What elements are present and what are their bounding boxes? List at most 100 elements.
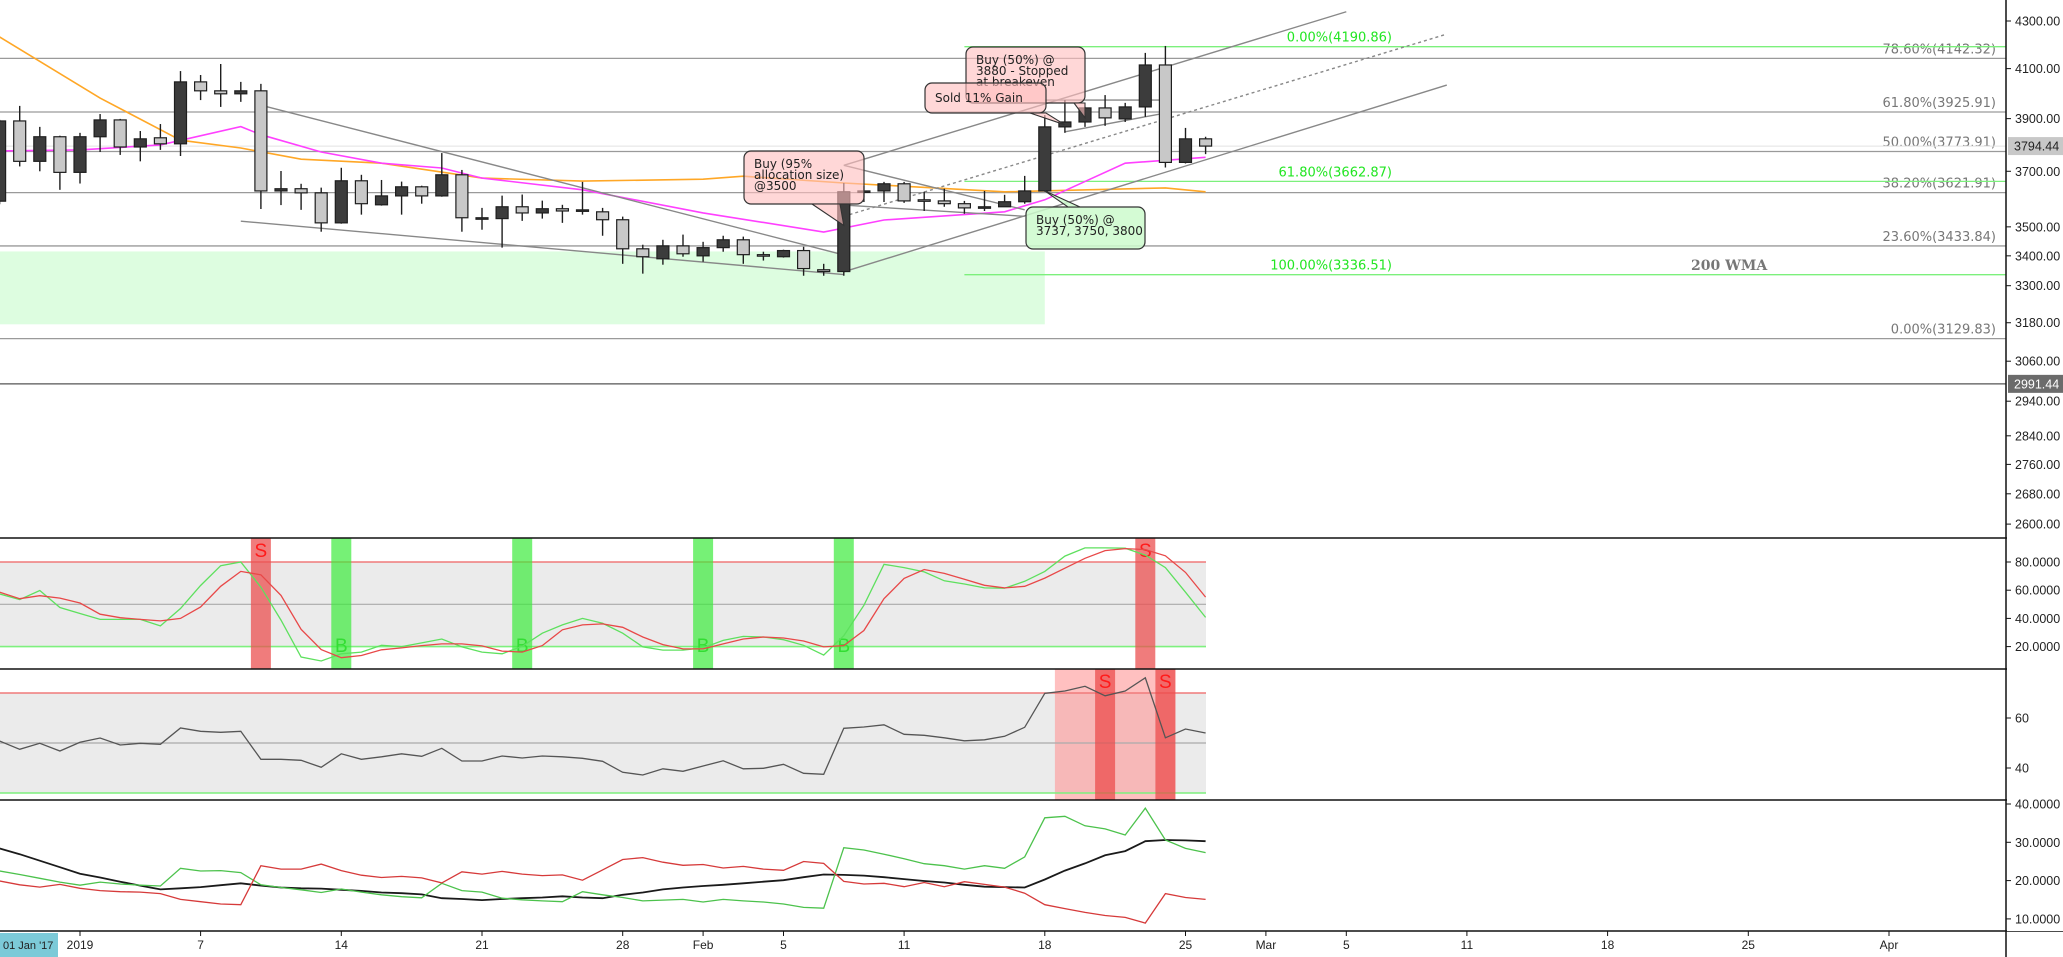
candle[interactable] [53, 135, 67, 190]
candle[interactable] [796, 246, 811, 276]
support-zone [0, 251, 1045, 325]
candle[interactable] [294, 183, 308, 210]
candle[interactable] [13, 105, 27, 167]
time-tick-label: 21 [475, 938, 489, 952]
trendline[interactable] [843, 84, 1448, 273]
candle[interactable] [415, 185, 429, 204]
candle[interactable] [395, 181, 409, 215]
candle[interactable] [1138, 52, 1152, 117]
candle[interactable] [1178, 127, 1193, 164]
candle[interactable] [455, 169, 469, 232]
trendline[interactable] [843, 164, 1025, 211]
candle[interactable] [173, 71, 188, 156]
candle-body [495, 206, 509, 220]
callout-buy-green[interactable]: Buy (50%) @3737, 3750, 3800 [1025, 190, 1146, 250]
candle[interactable] [374, 179, 389, 206]
candle[interactable] [515, 194, 529, 221]
candle[interactable] [33, 126, 47, 172]
candle[interactable] [575, 181, 590, 215]
candle[interactable] [354, 174, 368, 215]
candle[interactable] [897, 181, 911, 203]
axis-tick-label: 3300.00 [2015, 279, 2060, 293]
candle[interactable] [656, 239, 670, 265]
candle[interactable] [535, 200, 549, 219]
candle[interactable] [877, 181, 891, 203]
time-axis[interactable]: 2019 7 14 21 28 Feb 5 11 18 25 Mar 5 11 18 25 Apr 01 Jan… [0, 931, 1898, 957]
candle[interactable] [616, 216, 630, 264]
trendline[interactable] [843, 33, 1448, 218]
candle[interactable] [696, 241, 710, 262]
candle[interactable] [1198, 136, 1213, 155]
candle[interactable] [254, 83, 268, 210]
callout-text: Buy (50%) @ [1036, 213, 1115, 227]
candle[interactable] [997, 194, 1012, 208]
candle[interactable] [977, 190, 992, 211]
candle[interactable] [756, 251, 771, 261]
candle[interactable] [133, 131, 147, 162]
candle[interactable] [957, 200, 972, 214]
candle[interactable] [1098, 95, 1112, 126]
candle[interactable] [817, 263, 831, 276]
time-tick-label: 28 [616, 938, 630, 952]
candle[interactable] [736, 236, 750, 264]
candle[interactable] [1038, 115, 1052, 192]
price-pane[interactable]: 78.60%(4142.32) 61.80%(3925.91) 50.00%(377… [0, 11, 2006, 385]
candle[interactable] [716, 235, 730, 252]
callout-sell[interactable]: Sold 11% Gain [924, 82, 1066, 126]
candle[interactable] [194, 74, 208, 101]
candle[interactable] [555, 204, 570, 223]
candle[interactable] [636, 244, 650, 274]
axis-tick-label: 3400.00 [2015, 249, 2060, 263]
trendline[interactable] [1064, 112, 1166, 133]
candle[interactable] [234, 81, 248, 102]
time-tick-label: 18 [1601, 938, 1615, 952]
callout-pointer [810, 203, 845, 227]
candle[interactable] [937, 188, 951, 207]
candle[interactable] [435, 153, 449, 197]
candle[interactable] [93, 114, 107, 153]
candle-body [917, 199, 931, 202]
trendline[interactable] [843, 11, 1347, 167]
fib-green-level-label: 61.80%(3662.87) [1279, 165, 1392, 180]
candle[interactable] [274, 171, 288, 206]
candle[interactable] [73, 132, 87, 184]
candle[interactable] [1018, 175, 1032, 204]
candle[interactable] [0, 119, 7, 205]
candle[interactable] [495, 195, 509, 248]
sell-signal-bar [1155, 669, 1176, 800]
candle[interactable] [1118, 102, 1132, 122]
candle[interactable] [153, 124, 167, 150]
stochastic-pane[interactable]: SB B B BS [0, 538, 1207, 669]
candle-body [33, 136, 47, 162]
candle[interactable] [1158, 45, 1173, 168]
dmi-pane[interactable] [0, 807, 1206, 924]
sell-signal-bar [1095, 669, 1116, 800]
callout-buy[interactable]: Buy (95%allocation size)@3500 [743, 150, 865, 227]
candle-body [1178, 138, 1193, 164]
candle[interactable] [776, 249, 791, 258]
sell-signal-label: S [255, 541, 268, 562]
candle[interactable] [314, 187, 328, 232]
trendline[interactable] [260, 104, 844, 256]
candle[interactable] [475, 207, 489, 230]
axis-tick-label: 2940.00 [2015, 395, 2060, 409]
trendline[interactable] [240, 220, 844, 276]
candle[interactable] [676, 234, 690, 257]
axis-tick-label: 2600.00 [2015, 518, 2060, 532]
candle-body [1038, 126, 1052, 192]
candle-body [1138, 64, 1152, 108]
candle-body [435, 174, 449, 197]
candle[interactable] [917, 191, 931, 211]
candle[interactable] [113, 118, 127, 155]
candle-body [93, 119, 107, 138]
candle-body [455, 174, 469, 219]
fib-green-level-label: 0.00%(4190.86) [1287, 31, 1392, 46]
candle[interactable] [214, 64, 228, 107]
candle[interactable] [334, 167, 348, 224]
candle[interactable] [595, 207, 610, 236]
axis-tick-label: 4300.00 [2015, 15, 2060, 29]
